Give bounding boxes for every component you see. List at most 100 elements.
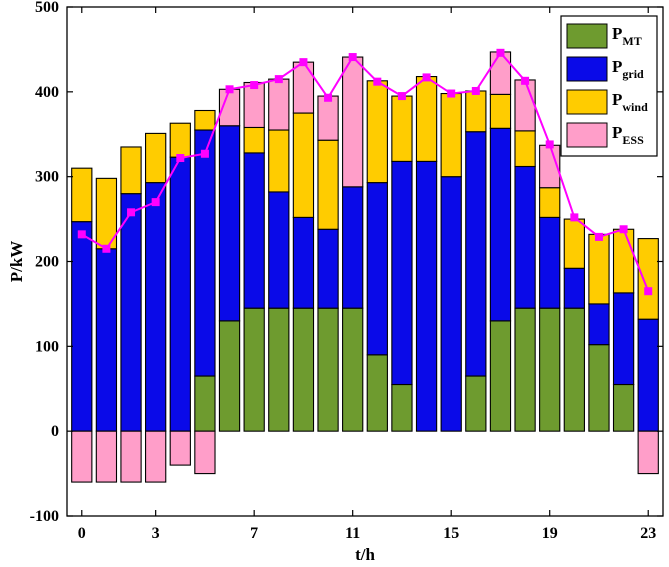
bar-wind-15	[440, 92, 462, 178]
x-tick-label: 7	[250, 525, 258, 542]
legend-swatch-ESS	[566, 122, 608, 148]
load-marker-22	[619, 225, 628, 234]
bar-grid-9	[292, 216, 315, 309]
bar-grid-2	[120, 193, 142, 432]
x-tick-label: 19	[542, 525, 558, 542]
bar-ESS-0	[71, 430, 93, 483]
bar-wind-21	[588, 233, 610, 305]
legend-swatch-grid	[566, 56, 608, 82]
bar-grid-6	[218, 125, 241, 322]
bar-ESS-8	[268, 78, 290, 131]
bar-wind-8	[268, 129, 290, 193]
bar-wind-14	[415, 76, 438, 162]
load-marker-12	[373, 77, 382, 86]
bar-MT-12	[366, 354, 388, 432]
bar-MT-13	[391, 383, 413, 432]
bar-grid-3	[145, 182, 167, 432]
load-marker-14	[422, 73, 431, 82]
bar-wind-17	[489, 93, 512, 129]
bar-grid-16	[465, 131, 487, 377]
load-line	[81, 51, 650, 292]
bar-wind-12	[366, 80, 388, 184]
load-marker-13	[397, 92, 406, 101]
load-marker-4	[176, 154, 185, 163]
bar-wind-10	[317, 139, 339, 230]
bar-MT-21	[588, 344, 610, 432]
x-tick-label: 15	[443, 525, 459, 542]
bar-MT-22	[612, 383, 635, 432]
legend-swatch-wind	[566, 89, 608, 115]
bar-wind-7	[243, 126, 265, 154]
load-marker-7	[250, 81, 259, 90]
bar-grid-14	[415, 160, 438, 432]
load-marker-17	[496, 48, 505, 57]
bar-wind-22	[612, 228, 635, 294]
load-marker-10	[324, 93, 333, 102]
bar-ESS-7	[243, 81, 265, 129]
bar-MT-7	[243, 307, 265, 432]
y-tick-label: 500	[35, 0, 59, 16]
y-tick-label: 100	[35, 338, 59, 355]
bar-ESS-5	[194, 430, 216, 475]
y-axis-label: P/kW	[7, 241, 26, 283]
load-marker-18	[521, 76, 530, 85]
x-tick-label: 23	[640, 525, 656, 542]
bar-wind-5	[194, 109, 216, 131]
bar-grid-19	[539, 216, 561, 309]
x-tick-label: 3	[152, 525, 160, 542]
bar-ESS-18	[514, 79, 536, 132]
bar-ESS-9	[292, 61, 315, 114]
legend-swatch-MT	[566, 23, 608, 49]
x-tick-label: 0	[78, 525, 86, 542]
bar-ESS-2	[120, 430, 142, 483]
bar-grid-13	[391, 160, 413, 386]
bar-MT-16	[465, 375, 487, 432]
y-tick-label: -100	[30, 508, 59, 525]
bar-wind-2	[120, 146, 142, 195]
bar-ESS-4	[169, 430, 191, 466]
load-marker-21	[594, 232, 603, 241]
load-marker-5	[200, 149, 209, 158]
bar-wind-16	[465, 90, 487, 133]
load-marker-0	[77, 230, 86, 239]
bar-grid-8	[268, 191, 290, 309]
bar-wind-9	[292, 112, 315, 218]
load-marker-9	[299, 58, 308, 67]
load-marker-6	[225, 85, 234, 94]
bar-grid-21	[588, 303, 610, 346]
bar-MT-11	[342, 307, 364, 432]
x-tick-label: 11	[345, 525, 360, 542]
bar-MT-5	[194, 375, 216, 432]
bar-MT-19	[539, 307, 561, 432]
legend-label-grid: Pgrid	[612, 57, 644, 81]
bar-wind-13	[391, 95, 413, 162]
bar-grid-4	[169, 156, 191, 432]
bar-ESS-10	[317, 95, 339, 141]
bar-wind-20	[563, 218, 585, 269]
bar-grid-12	[366, 182, 388, 356]
bar-wind-19	[539, 187, 561, 218]
bar-ESS-23	[637, 430, 659, 475]
load-marker-8	[274, 75, 283, 84]
bar-MT-9	[292, 307, 315, 432]
bar-grid-15	[440, 176, 462, 432]
bar-wind-23	[637, 238, 659, 320]
bar-ESS-11	[342, 56, 364, 188]
bar-grid-20	[563, 267, 585, 309]
load-marker-3	[151, 198, 160, 207]
bar-wind-3	[145, 132, 167, 184]
load-marker-15	[447, 89, 456, 98]
load-marker-20	[570, 213, 579, 222]
y-tick-label: 300	[35, 169, 59, 186]
y-tick-label: 200	[35, 254, 59, 271]
bar-grid-23	[637, 318, 659, 432]
bar-grid-17	[489, 127, 512, 322]
ticks-layer: -100 0 100 200 300 400 500 0 3 7 11 15 19 23	[30, 0, 663, 542]
bar-MT-17	[489, 320, 512, 432]
load-marker-19	[545, 140, 554, 149]
legend-label-wind: Pwind	[612, 90, 648, 114]
legend-label-MT: PMT	[612, 24, 642, 48]
bar-grid-11	[342, 186, 364, 309]
bar-grid-7	[243, 152, 265, 309]
